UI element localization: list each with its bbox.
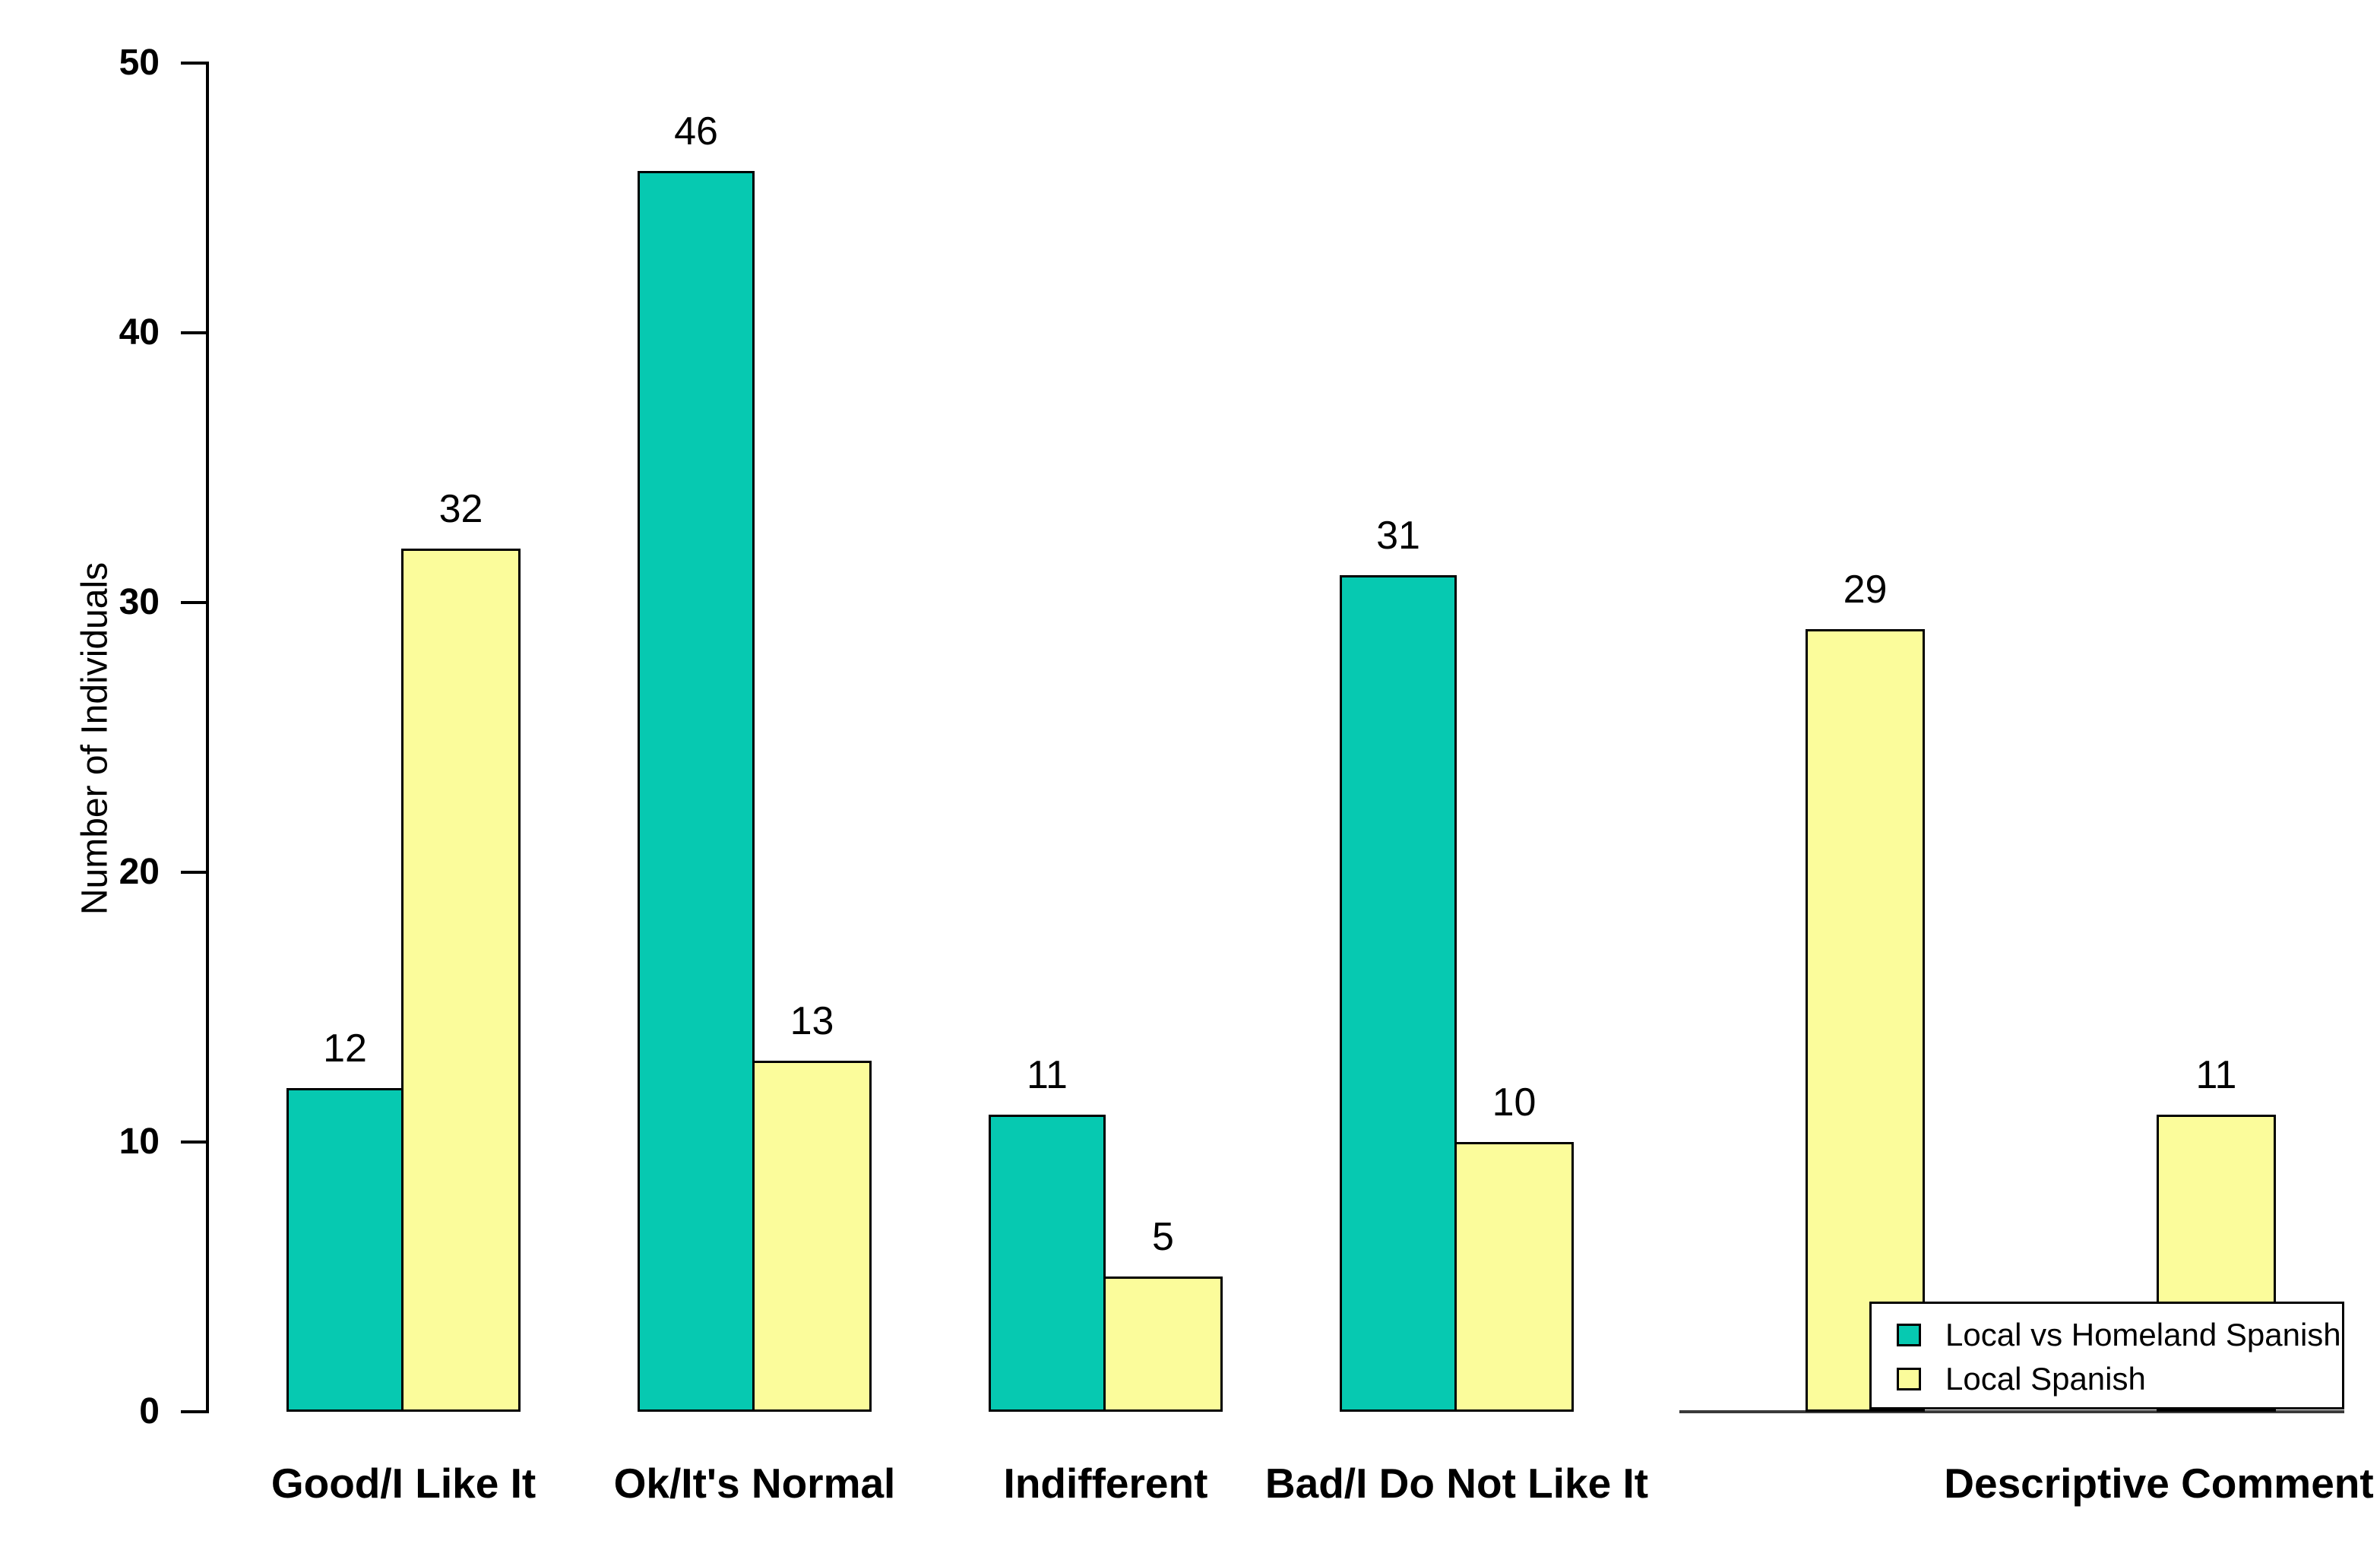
y-tick-label: 0: [139, 1391, 160, 1432]
legend-label: Local Spanish: [1945, 1361, 2146, 1397]
y-tick: [181, 1410, 209, 1413]
bar: [752, 1061, 872, 1412]
legend: Local vs Homeland Spanish Local Spanish: [1869, 1302, 2344, 1409]
y-tick-label: 50: [119, 43, 160, 83]
legend-entry: Local vs Homeland Spanish: [1897, 1318, 2342, 1352]
bar: [989, 1115, 1106, 1412]
y-tick: [181, 331, 209, 334]
bar-value-label: 31: [1376, 514, 1420, 558]
bar-value-label: 32: [438, 487, 483, 531]
bar: [1103, 1277, 1223, 1412]
legend-label: Local vs Homeland Spanish: [1945, 1317, 2341, 1352]
bar: [1806, 629, 1925, 1412]
legend-swatch-local-spanish: [1897, 1368, 1921, 1390]
bar: [1340, 575, 1457, 1412]
x-category-label: Bad/I Do Not Like It: [1264, 1460, 1649, 1507]
bar-value-label: 29: [1843, 568, 1888, 612]
bar-value-label: 11: [2195, 1053, 2237, 1097]
y-tick: [181, 1140, 209, 1144]
y-tick-label: 30: [119, 582, 160, 622]
bar-value-label: 13: [790, 999, 834, 1043]
y-tick-label: 20: [119, 852, 160, 892]
bar: [1454, 1142, 1574, 1412]
y-tick-label: 40: [119, 312, 160, 353]
bar-value-label: 5: [1152, 1215, 1174, 1259]
x-axis-baseline-segment: [1679, 1410, 2344, 1413]
bar: [286, 1088, 404, 1412]
y-tick: [181, 601, 209, 604]
bar-value-label: 11: [1027, 1053, 1068, 1097]
bar: [638, 171, 755, 1412]
bar-value-label: 10: [1492, 1080, 1537, 1125]
y-tick: [181, 62, 209, 65]
y-tick-label: 10: [119, 1121, 160, 1162]
x-category-label: Good/I Like It: [271, 1460, 536, 1507]
legend-entry: Local Spanish: [1897, 1362, 2342, 1396]
bar: [401, 549, 521, 1412]
x-category-label: Descriptive Comment: [1944, 1460, 2374, 1507]
legend-swatch-local-vs-homeland-spanish: [1897, 1324, 1921, 1346]
bar-value-label: 12: [323, 1027, 367, 1071]
x-category-label: Ok/It's Normal: [613, 1460, 896, 1507]
y-axis-line: [206, 62, 209, 1413]
x-category-label: Indifferent: [1003, 1460, 1208, 1507]
y-tick: [181, 871, 209, 874]
bar-value-label: 46: [674, 109, 718, 153]
